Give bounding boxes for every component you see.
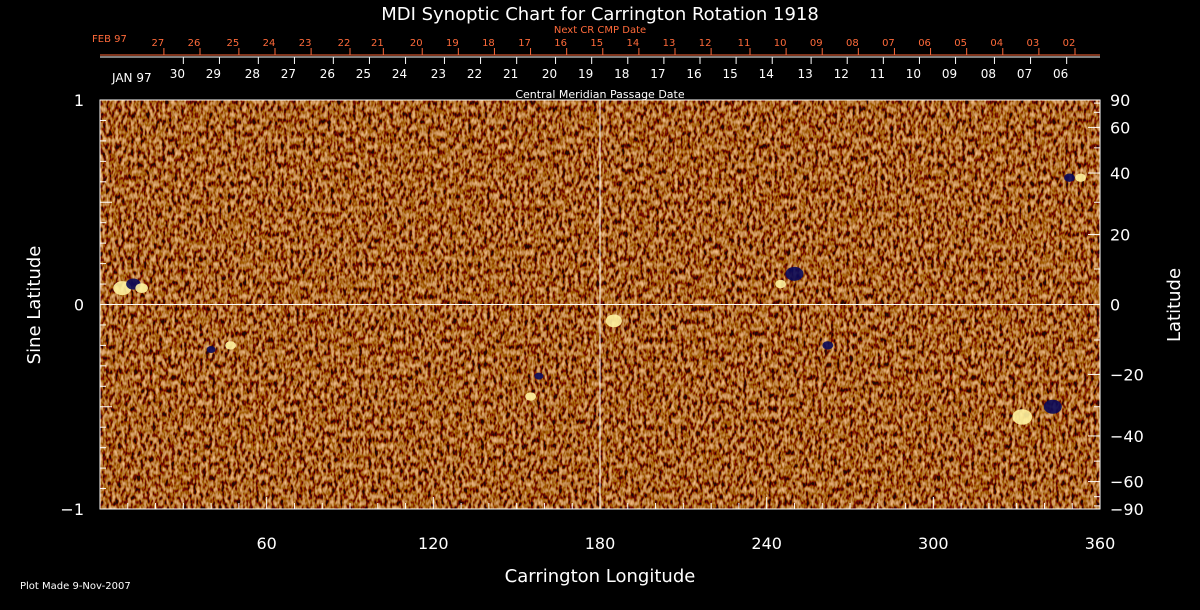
cmp-day-label: 16 xyxy=(686,67,701,81)
next-cr-day-label: 14 xyxy=(627,38,640,49)
active-region-negative xyxy=(822,341,834,350)
cmp-day-label: 25 xyxy=(356,67,371,81)
y-right-tick-label: 20 xyxy=(1110,226,1130,245)
next-cr-day-label: 24 xyxy=(263,38,276,49)
next-cr-day-label: 23 xyxy=(299,38,312,49)
next-cr-day-label: 03 xyxy=(1027,38,1040,49)
y-right-tick-label: −20 xyxy=(1110,365,1144,384)
cmp-day-label: 15 xyxy=(722,67,737,81)
active-region-negative xyxy=(1043,399,1062,414)
cmp-day-label: 22 xyxy=(467,67,482,81)
next-cr-day-label: 02 xyxy=(1063,38,1076,49)
y-axis-right-label: Latitude xyxy=(1164,268,1185,342)
x-axis-label: Carrington Longitude xyxy=(505,566,696,587)
cmp-day-label: 17 xyxy=(650,67,665,81)
next-cr-day-label: 19 xyxy=(446,38,459,49)
next-cr-day-label: 08 xyxy=(846,38,859,49)
cmp-day-label: 11 xyxy=(870,67,885,81)
cmp-day-label: 12 xyxy=(834,67,849,81)
next-cr-day-label: 05 xyxy=(954,38,967,49)
cmp-day-label: 14 xyxy=(759,67,774,81)
next-cr-day-label: 06 xyxy=(918,38,931,49)
next-cr-day-label: 25 xyxy=(227,38,240,49)
active-region-negative xyxy=(785,266,804,281)
x-tick-label: 360 xyxy=(1085,534,1116,553)
x-tick-label: 180 xyxy=(585,534,616,553)
y-left-tick-label: 0 xyxy=(74,296,84,315)
cmp-day-label: 20 xyxy=(542,67,557,81)
next-cr-day-label: 22 xyxy=(338,38,351,49)
cmp-day-label: 23 xyxy=(431,67,446,81)
top-date-axes: 27 26 25 24 23 22 21 20 19 18 17 16 15 14 13 12 11 10 09 08… xyxy=(100,38,1100,81)
y-right-tick-label: −90 xyxy=(1110,500,1144,519)
cmp-day-label: 26 xyxy=(320,67,335,81)
cmp-day-label: 24 xyxy=(392,67,407,81)
active-region-positive xyxy=(225,341,236,350)
cmp-label: Central Meridian Passage Date xyxy=(515,88,684,101)
cmp-day-label: 30 xyxy=(170,67,185,81)
active-region-negative xyxy=(206,345,216,353)
chart-title: MDI Synoptic Chart for Carrington Rotati… xyxy=(381,4,819,25)
next-cr-day-label: 15 xyxy=(590,38,603,49)
cmp-day-label: 13 xyxy=(797,67,812,81)
y-right-tick-label: −60 xyxy=(1110,473,1144,492)
x-axis: 60 120 180 240 300 360 xyxy=(99,497,1116,553)
y-right-tick-label: 90 xyxy=(1110,91,1130,110)
next-cr-day-label: 09 xyxy=(810,38,823,49)
cmp-day-label: 07 xyxy=(1017,67,1032,81)
y-right-tick-label: −40 xyxy=(1110,427,1144,446)
cmp-day-label: 10 xyxy=(906,67,921,81)
next-cr-day-label: 13 xyxy=(663,38,676,49)
active-region-negative xyxy=(534,372,544,380)
next-cr-day-label: 04 xyxy=(990,38,1003,49)
next-cr-day-label: 17 xyxy=(518,38,531,49)
active-region-negative xyxy=(1064,173,1075,182)
x-tick-label: 120 xyxy=(418,534,449,553)
cmp-day-label: 27 xyxy=(281,67,296,81)
cmp-day-label: 08 xyxy=(981,67,996,81)
y-right-tick-label: 40 xyxy=(1110,164,1130,183)
next-cr-day-label: 11 xyxy=(738,38,751,49)
active-region-positive xyxy=(1075,173,1086,182)
y-right-tick-label: 60 xyxy=(1110,118,1130,137)
next-cr-day-label: 20 xyxy=(410,38,423,49)
cmp-day-label: 29 xyxy=(206,67,221,81)
cmp-day-label: 19 xyxy=(578,67,593,81)
y-axis-left-label: Sine Latitude xyxy=(24,246,45,365)
next-cr-day-label: 10 xyxy=(774,38,787,49)
active-region-positive xyxy=(605,314,622,328)
next-cr-day-label: 21 xyxy=(371,38,384,49)
y-right-tick-label: 0 xyxy=(1110,296,1120,315)
cmp-day-label: 09 xyxy=(942,67,957,81)
x-tick-label: 300 xyxy=(918,534,949,553)
cmp-day-label: 21 xyxy=(503,67,518,81)
next-cr-day-label: 27 xyxy=(152,38,165,49)
y-axis-left: 1 0 −1 xyxy=(60,91,112,519)
x-tick-label: 60 xyxy=(256,534,276,553)
active-region-positive xyxy=(525,392,536,401)
active-region-positive xyxy=(135,283,148,294)
active-region-positive xyxy=(775,279,786,289)
active-region-positive xyxy=(1012,409,1033,425)
cmp-day-label: 06 xyxy=(1053,67,1068,81)
next-cr-day-label: 18 xyxy=(482,38,495,49)
y-axis-right: 90 60 40 20 0 −20 −40 −60 −90 xyxy=(1088,91,1144,519)
next-cr-label: Next CR CMP Date xyxy=(554,25,646,36)
next-cr-day-label: 26 xyxy=(188,38,201,49)
active-regions xyxy=(113,173,1086,425)
cmp-month: JAN 97 xyxy=(111,71,152,85)
reference-lines xyxy=(100,100,1100,509)
y-left-tick-label: 1 xyxy=(74,91,84,110)
next-cr-day-label: 07 xyxy=(882,38,895,49)
cmp-day-label: 18 xyxy=(614,67,629,81)
next-cr-month: FEB 97 xyxy=(92,34,127,45)
cmp-day-label: 28 xyxy=(245,67,260,81)
y-left-tick-label: −1 xyxy=(60,500,84,519)
next-cr-day-label: 16 xyxy=(554,38,567,49)
x-tick-label: 240 xyxy=(751,534,782,553)
plot-made-note: Plot Made 9-Nov-2007 xyxy=(20,581,131,592)
next-cr-day-label: 12 xyxy=(699,38,712,49)
